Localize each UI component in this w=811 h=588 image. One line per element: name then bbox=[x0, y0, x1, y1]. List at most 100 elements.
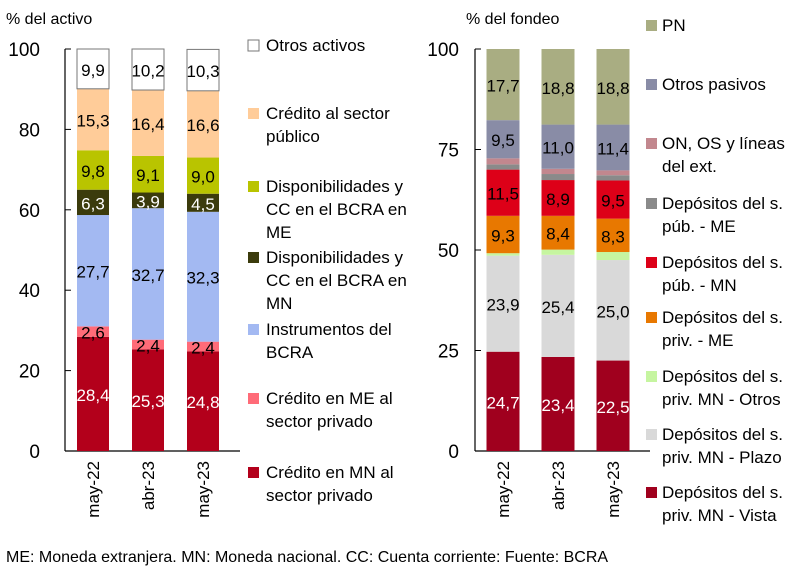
chart1-bar-segment bbox=[132, 90, 164, 156]
chart2-bar-segment bbox=[596, 180, 630, 219]
chart2-data-label: 18,8 bbox=[596, 79, 629, 98]
chart1-bar-segment bbox=[187, 90, 219, 158]
chart2-legend-swatch bbox=[646, 312, 657, 323]
chart1-data-label: 27,7 bbox=[76, 263, 109, 282]
chart2-data-label: 11,0 bbox=[542, 139, 574, 158]
chart1-legend-label: Disponibilidades y bbox=[266, 248, 404, 267]
chart2-bar-segment bbox=[486, 351, 520, 451]
chart1-data-label: 15,3 bbox=[76, 112, 109, 131]
chart2-ytick-label: 25 bbox=[438, 342, 459, 363]
chart1-bar-segment bbox=[132, 155, 164, 193]
chart2-xtick-label: may-23 bbox=[604, 461, 623, 518]
chart2-data-label: 11,4 bbox=[597, 139, 629, 158]
chart1-data-label: 24,8 bbox=[186, 393, 219, 412]
chart1-xtick-label: may-22 bbox=[84, 461, 103, 518]
chart1-bar-segment bbox=[132, 208, 164, 340]
chart2-bar-segment bbox=[486, 120, 520, 159]
chart2-legend-swatch bbox=[646, 79, 657, 90]
chart1-legend-label: BCRA bbox=[266, 343, 314, 362]
chart2-bar-segment bbox=[596, 252, 630, 261]
chart2-data-label: 9,5 bbox=[491, 131, 515, 150]
chart2-legend-label: priv. MN - Plazo bbox=[662, 448, 782, 467]
chart1-data-label: 32,7 bbox=[131, 266, 164, 285]
chart2-bar-segment bbox=[596, 218, 630, 253]
chart1-ytick-label: 40 bbox=[19, 281, 40, 302]
chart2-legend-label: priv. - ME bbox=[662, 331, 733, 350]
chart2-bar-segment bbox=[596, 170, 630, 176]
chart2-bar-segment bbox=[596, 260, 630, 361]
chart2-bar-segment bbox=[541, 356, 575, 451]
chart2-legend-label: PN bbox=[662, 16, 686, 35]
chart2-bar-segment bbox=[486, 253, 520, 256]
chart1-data-label: 2,6 bbox=[81, 324, 105, 343]
chart2-legend-swatch bbox=[646, 138, 657, 149]
chart2-data-label: 8,9 bbox=[546, 190, 570, 209]
chart1-data-label: 2,4 bbox=[191, 338, 215, 357]
chart1-data-label: 9,1 bbox=[136, 166, 160, 185]
chart2-bar-segment bbox=[541, 174, 575, 181]
chart2-data-label: 23,9 bbox=[486, 296, 519, 315]
chart2-data-label: 18,8 bbox=[541, 79, 574, 98]
chart2-legend-label: Depósitos del s. bbox=[662, 483, 783, 502]
chart1-legend-label: CC en el BCRA en bbox=[266, 200, 407, 219]
chart1-bar-segment bbox=[187, 341, 219, 352]
chart2-data-label: 8,4 bbox=[546, 225, 570, 244]
chart2-bar-segment bbox=[486, 255, 520, 352]
chart1-bar-segment bbox=[76, 48, 110, 90]
chart2-legend-swatch bbox=[646, 198, 657, 209]
chart1-ytick-label: 0 bbox=[29, 442, 40, 463]
chart1-bar-segment bbox=[187, 193, 219, 212]
chart2-data-label: 17,7 bbox=[486, 77, 519, 96]
chart1-bar-segment bbox=[77, 88, 109, 151]
chart2-legend-label: Otros pasivos bbox=[662, 75, 766, 94]
chart1-legend-swatch bbox=[248, 467, 259, 478]
chart2-ytick-label: 100 bbox=[427, 40, 459, 61]
chart2-data-label: 9,5 bbox=[601, 192, 625, 211]
chart2-bar-segment bbox=[486, 49, 520, 121]
chart2-bar-segment bbox=[486, 169, 520, 216]
chart2-bar-segment bbox=[541, 49, 575, 125]
chart1-bar-segment bbox=[187, 351, 219, 451]
chart1-bar-segment bbox=[187, 211, 219, 342]
chart2-bar-segment bbox=[596, 124, 630, 171]
chart1-legend-swatch bbox=[248, 108, 259, 119]
chart1-legend-swatch bbox=[248, 181, 259, 192]
chart2-legend-label: púb. - MN bbox=[662, 276, 737, 295]
chart2-bar-segment bbox=[541, 180, 575, 216]
chart1-data-label: 9,9 bbox=[81, 61, 105, 80]
chart2-bar-segment bbox=[596, 360, 630, 451]
chart1-legend-label: sector privado bbox=[266, 412, 373, 431]
chart2-data-label: 25,4 bbox=[541, 298, 574, 317]
chart1-data-label: 9,8 bbox=[81, 162, 105, 181]
chart2-legend-label: Depósitos del s. bbox=[662, 308, 783, 327]
chart2-xtick-label: abr-23 bbox=[549, 461, 568, 510]
chart1-legend-label: Crédito en ME al bbox=[266, 389, 393, 408]
chart2-legend-swatch bbox=[646, 371, 657, 382]
chart2-legend-label: Depósitos del s. bbox=[662, 367, 783, 386]
chart2-legend-label: púb. - ME bbox=[662, 217, 736, 236]
chart2-legend-label: Depósitos del s. bbox=[662, 194, 783, 213]
chart1-bar-segment bbox=[186, 48, 220, 92]
chart2-legend-label: Depósitos del s. bbox=[662, 253, 783, 272]
chart2-legend-label: priv. MN - Vista bbox=[662, 506, 777, 525]
chart2-legend-label: priv. MN - Otros bbox=[662, 390, 781, 409]
chart1-ytick-label: 20 bbox=[19, 362, 40, 383]
chart2-legend-label: ON, OS y líneas bbox=[662, 134, 785, 153]
chart1-data-label: 16,4 bbox=[131, 115, 164, 134]
chart1-xtick-label: may-23 bbox=[194, 461, 213, 518]
chart2-bar-segment bbox=[596, 175, 630, 181]
chart1-xtick-label: abr-23 bbox=[139, 461, 158, 510]
chart2-ytick-label: 50 bbox=[438, 241, 459, 262]
chart1-legend-swatch bbox=[248, 393, 259, 404]
chart2-legend-swatch bbox=[646, 429, 657, 440]
chart2-legend-label: Depósitos del s. bbox=[662, 425, 783, 444]
chart1-legend-label: sector privado bbox=[266, 486, 373, 505]
chart1-data-label: 25,3 bbox=[131, 392, 164, 411]
chart2-bar-segment bbox=[596, 49, 630, 125]
chart2-xtick-label: may-22 bbox=[494, 461, 513, 518]
chart1-bar-segment bbox=[77, 326, 109, 337]
chart1-legend-label: ME bbox=[266, 223, 292, 242]
chart1-ylabel: % del activo bbox=[6, 11, 92, 28]
